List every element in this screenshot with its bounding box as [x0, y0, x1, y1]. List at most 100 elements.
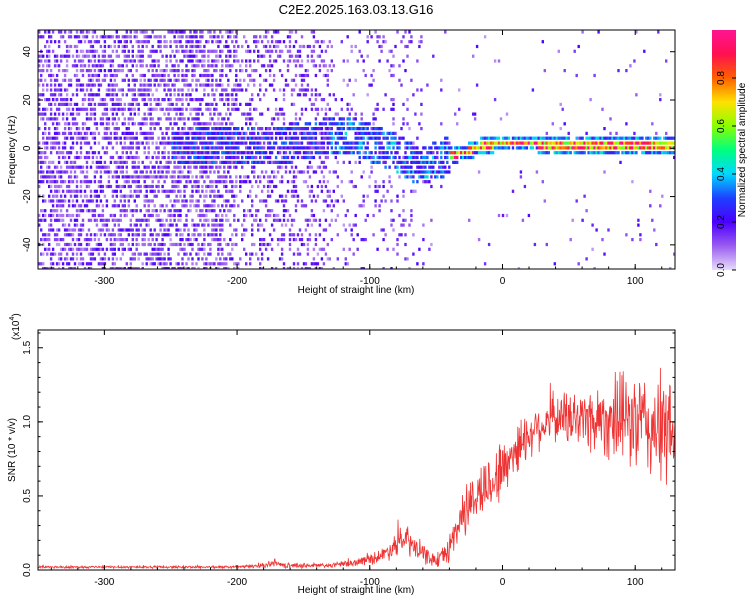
spectrogram-cell: [643, 146, 646, 150]
spectrogram-cell: [207, 262, 210, 266]
spectrogram-cell: [245, 122, 248, 126]
spectrogram-cell: [294, 64, 298, 68]
spectrogram-cell: [105, 122, 109, 126]
spectrogram-cell: [109, 131, 113, 135]
spectrogram-cell: [65, 252, 69, 256]
spectrogram-cell: [223, 151, 226, 155]
spectrogram-cell: [67, 102, 71, 106]
spectrogram-cell: [141, 83, 144, 87]
spectrogram-cell: [354, 131, 357, 135]
spectrogram-cell: [209, 141, 212, 145]
spectrogram-cell: [585, 141, 588, 145]
spectrogram-cell: [75, 175, 79, 179]
spectrogram-cell: [153, 83, 156, 87]
spectrogram-cell: [306, 136, 310, 140]
spectrogram-cell: [197, 146, 200, 150]
spectrogram-cell: [631, 141, 634, 145]
spectrogram-cell: [322, 160, 326, 164]
spectrogram-cell: [215, 180, 218, 184]
spectrogram-cell: [75, 199, 79, 203]
spectrogram-cell: [292, 59, 296, 63]
spectrogram-cell: [63, 155, 67, 160]
spectrogram-cell: [189, 204, 192, 208]
spectrogram-cell: [38, 180, 41, 184]
spectrogram-frame: [37, 29, 676, 270]
spectrogram-cell: [452, 160, 455, 164]
spectrogram-cell: [225, 184, 228, 189]
spectrogram-cell: [179, 141, 182, 145]
spectrogram-cell: [185, 35, 188, 39]
spectrogram-cell: [193, 64, 196, 68]
spectrogram-cell: [77, 262, 81, 266]
spectrogram-cell: [398, 160, 401, 164]
spectrogram-cell: [73, 160, 77, 164]
spectrogram-cell: [173, 122, 176, 126]
spectrogram-cell: [292, 218, 296, 222]
spectrogram-cell: [239, 257, 242, 261]
spectrogram-cell: [247, 194, 250, 198]
spectrogram-cell: [59, 30, 63, 34]
spectrogram-cell: [607, 228, 610, 232]
spectrogram-cell: [113, 238, 116, 242]
spectrogram-cell: [189, 238, 192, 242]
spectrogram-cell: [651, 146, 654, 150]
spectrogram-cell: [57, 218, 61, 222]
spectrogram-cell: [264, 247, 268, 251]
spectrogram-cell: [579, 146, 582, 150]
spectrogram-cell: [207, 141, 210, 145]
spectrogram-cell: [225, 112, 228, 116]
spectrogram-cell: [418, 175, 421, 179]
spectrogram-cell: [83, 141, 87, 145]
spectrogram-cell: [40, 117, 43, 121]
spectrogram-cell: [95, 127, 99, 131]
spectrogram-cell: [111, 49, 115, 53]
spectrogram-cell: [539, 151, 542, 155]
spectrogram-cell: [259, 199, 262, 203]
spectrogram-cell: [225, 199, 228, 203]
spectrogram-cell: [179, 112, 182, 116]
spectrogram-cell: [665, 146, 668, 150]
spectrogram-cell: [199, 131, 202, 135]
spectrogram-cell: [424, 175, 427, 179]
spectrogram-cell: [374, 199, 377, 203]
spectrogram-cell: [99, 69, 103, 73]
spectrogram-cell: [151, 262, 154, 266]
spectrogram-cell: [179, 44, 182, 49]
spectrogram-cell: [368, 136, 371, 140]
spectrogram-cell: [225, 54, 228, 58]
spectrogram-cell: [270, 35, 274, 39]
spectrogram-cell: [59, 209, 63, 213]
spectrogram-cell: [125, 30, 128, 34]
spectrogram-cell: [97, 40, 101, 44]
spectrogram-cell: [350, 107, 353, 111]
spectrogram-cell: [370, 131, 373, 135]
spectrogram-cell: [334, 218, 337, 222]
spectrogram-cell: [153, 59, 156, 63]
spectrogram-cell: [292, 262, 296, 266]
spectrogram-cell: [428, 247, 431, 251]
spectrogram-cell: [223, 102, 226, 106]
spectrogram-cell: [91, 93, 95, 97]
spectrogram-cell: [665, 141, 668, 145]
spectrogram-cell: [541, 40, 544, 44]
spectrogram-cell: [151, 107, 154, 111]
spectrogram-cell: [257, 146, 260, 150]
spectrogram-cell: [93, 73, 97, 78]
spectrogram-cell: [477, 170, 481, 174]
spectrogram-cell: [219, 228, 222, 232]
spectrogram-cell: [73, 122, 77, 126]
spectrogram-cell: [137, 257, 140, 261]
spectrogram-cell: [358, 151, 361, 155]
spectrogram-cell: [183, 141, 186, 145]
spectrogram-cell: [284, 141, 288, 145]
spectrogram-cell: [211, 83, 214, 87]
spectrogram-cell: [330, 117, 333, 121]
spectrogram-cell: [57, 204, 61, 208]
spectrogram-cell: [245, 151, 248, 155]
spectrogram-cell: [141, 131, 144, 135]
spectrogram-cell: [209, 204, 212, 208]
spectrogram-cell: [615, 136, 618, 140]
spectrogram-cell: [276, 44, 280, 49]
spectrogram-cell: [221, 73, 224, 78]
spectrogram-cell: [115, 73, 118, 78]
